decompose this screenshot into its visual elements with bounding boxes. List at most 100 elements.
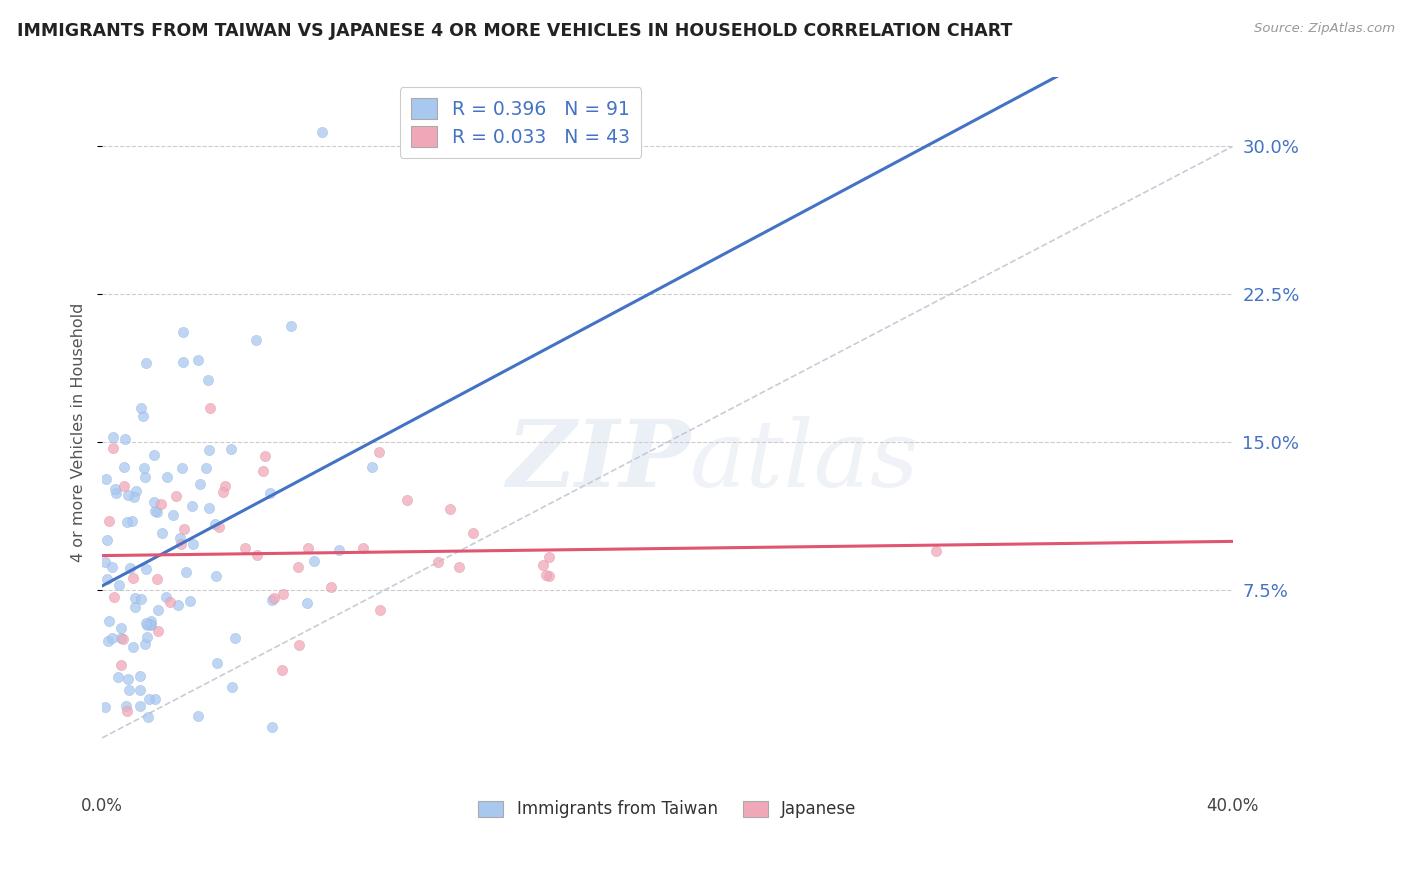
Point: [221, 680, 243, 694]
Point: [134, 461, 156, 475]
Point: [117, 672, 139, 686]
Point: [94, 700, 117, 714]
Point: [260, 721, 283, 735]
Point: [129, 401, 152, 415]
Point: [169, 531, 191, 545]
Point: [98, 615, 121, 629]
Point: [246, 549, 269, 563]
Point: [259, 485, 281, 500]
Point: [96, 533, 118, 547]
Point: [150, 525, 173, 540]
Point: [536, 568, 558, 582]
Text: ZIP: ZIP: [506, 416, 690, 506]
Point: [271, 587, 294, 601]
Point: [121, 514, 143, 528]
Point: [148, 603, 170, 617]
Point: [112, 459, 135, 474]
Point: [117, 488, 139, 502]
Point: [107, 670, 129, 684]
Point: [198, 443, 221, 458]
Point: [172, 325, 194, 339]
Point: [117, 515, 139, 529]
Point: [197, 501, 219, 516]
Point: [94, 472, 117, 486]
Text: IMMIGRANTS FROM TAIWAN VS JAPANESE 4 OR MORE VEHICLES IN HOUSEHOLD CORRELATION C: IMMIGRANTS FROM TAIWAN VS JAPANESE 4 OR …: [17, 22, 1012, 40]
Point: [187, 352, 209, 367]
Point: [224, 631, 246, 645]
Point: [439, 501, 461, 516]
Point: [143, 691, 166, 706]
Point: [112, 479, 135, 493]
Point: [110, 621, 132, 635]
Point: [101, 430, 124, 444]
Point: [449, 559, 471, 574]
Point: [531, 558, 554, 572]
Point: [159, 594, 181, 608]
Point: [141, 618, 163, 632]
Point: [136, 631, 159, 645]
Point: [172, 355, 194, 369]
Point: [538, 569, 561, 583]
Point: [280, 319, 302, 334]
Point: [125, 484, 148, 499]
Point: [101, 632, 124, 646]
Point: [270, 663, 292, 677]
Point: [108, 578, 131, 592]
Point: [135, 615, 157, 630]
Point: [233, 541, 256, 556]
Point: [122, 640, 145, 654]
Point: [134, 470, 156, 484]
Point: [131, 591, 153, 606]
Point: [150, 497, 173, 511]
Point: [295, 596, 318, 610]
Point: [260, 593, 283, 607]
Point: [204, 517, 226, 532]
Point: [135, 618, 157, 632]
Point: [114, 433, 136, 447]
Point: [128, 683, 150, 698]
Point: [104, 482, 127, 496]
Point: [134, 637, 156, 651]
Point: [205, 569, 228, 583]
Point: [252, 464, 274, 478]
Point: [110, 631, 132, 645]
Point: [176, 565, 198, 579]
Point: [143, 495, 166, 509]
Point: [111, 632, 134, 647]
Point: [167, 599, 190, 613]
Point: [156, 470, 179, 484]
Point: [135, 356, 157, 370]
Point: [219, 442, 242, 456]
Point: [197, 373, 219, 387]
Point: [165, 489, 187, 503]
Point: [146, 572, 169, 586]
Y-axis label: 4 or more Vehicles in Household: 4 or more Vehicles in Household: [72, 302, 86, 562]
Point: [146, 505, 169, 519]
Point: [122, 571, 145, 585]
Point: [352, 541, 374, 555]
Point: [188, 477, 211, 491]
Point: [287, 638, 309, 652]
Point: [328, 543, 350, 558]
Point: [181, 500, 204, 514]
Point: [297, 541, 319, 556]
Point: [129, 698, 152, 713]
Point: [254, 450, 277, 464]
Legend: Immigrants from Taiwan, Japanese: Immigrants from Taiwan, Japanese: [471, 794, 863, 825]
Point: [311, 125, 333, 139]
Point: [463, 525, 485, 540]
Point: [103, 590, 125, 604]
Point: [124, 490, 146, 504]
Point: [368, 445, 391, 459]
Point: [207, 656, 229, 670]
Point: [263, 591, 285, 606]
Point: [96, 572, 118, 586]
Point: [181, 537, 204, 551]
Point: [124, 600, 146, 615]
Point: [118, 683, 141, 698]
Point: [319, 580, 342, 594]
Point: [170, 460, 193, 475]
Point: [368, 603, 391, 617]
Point: [129, 669, 152, 683]
Point: [101, 441, 124, 455]
